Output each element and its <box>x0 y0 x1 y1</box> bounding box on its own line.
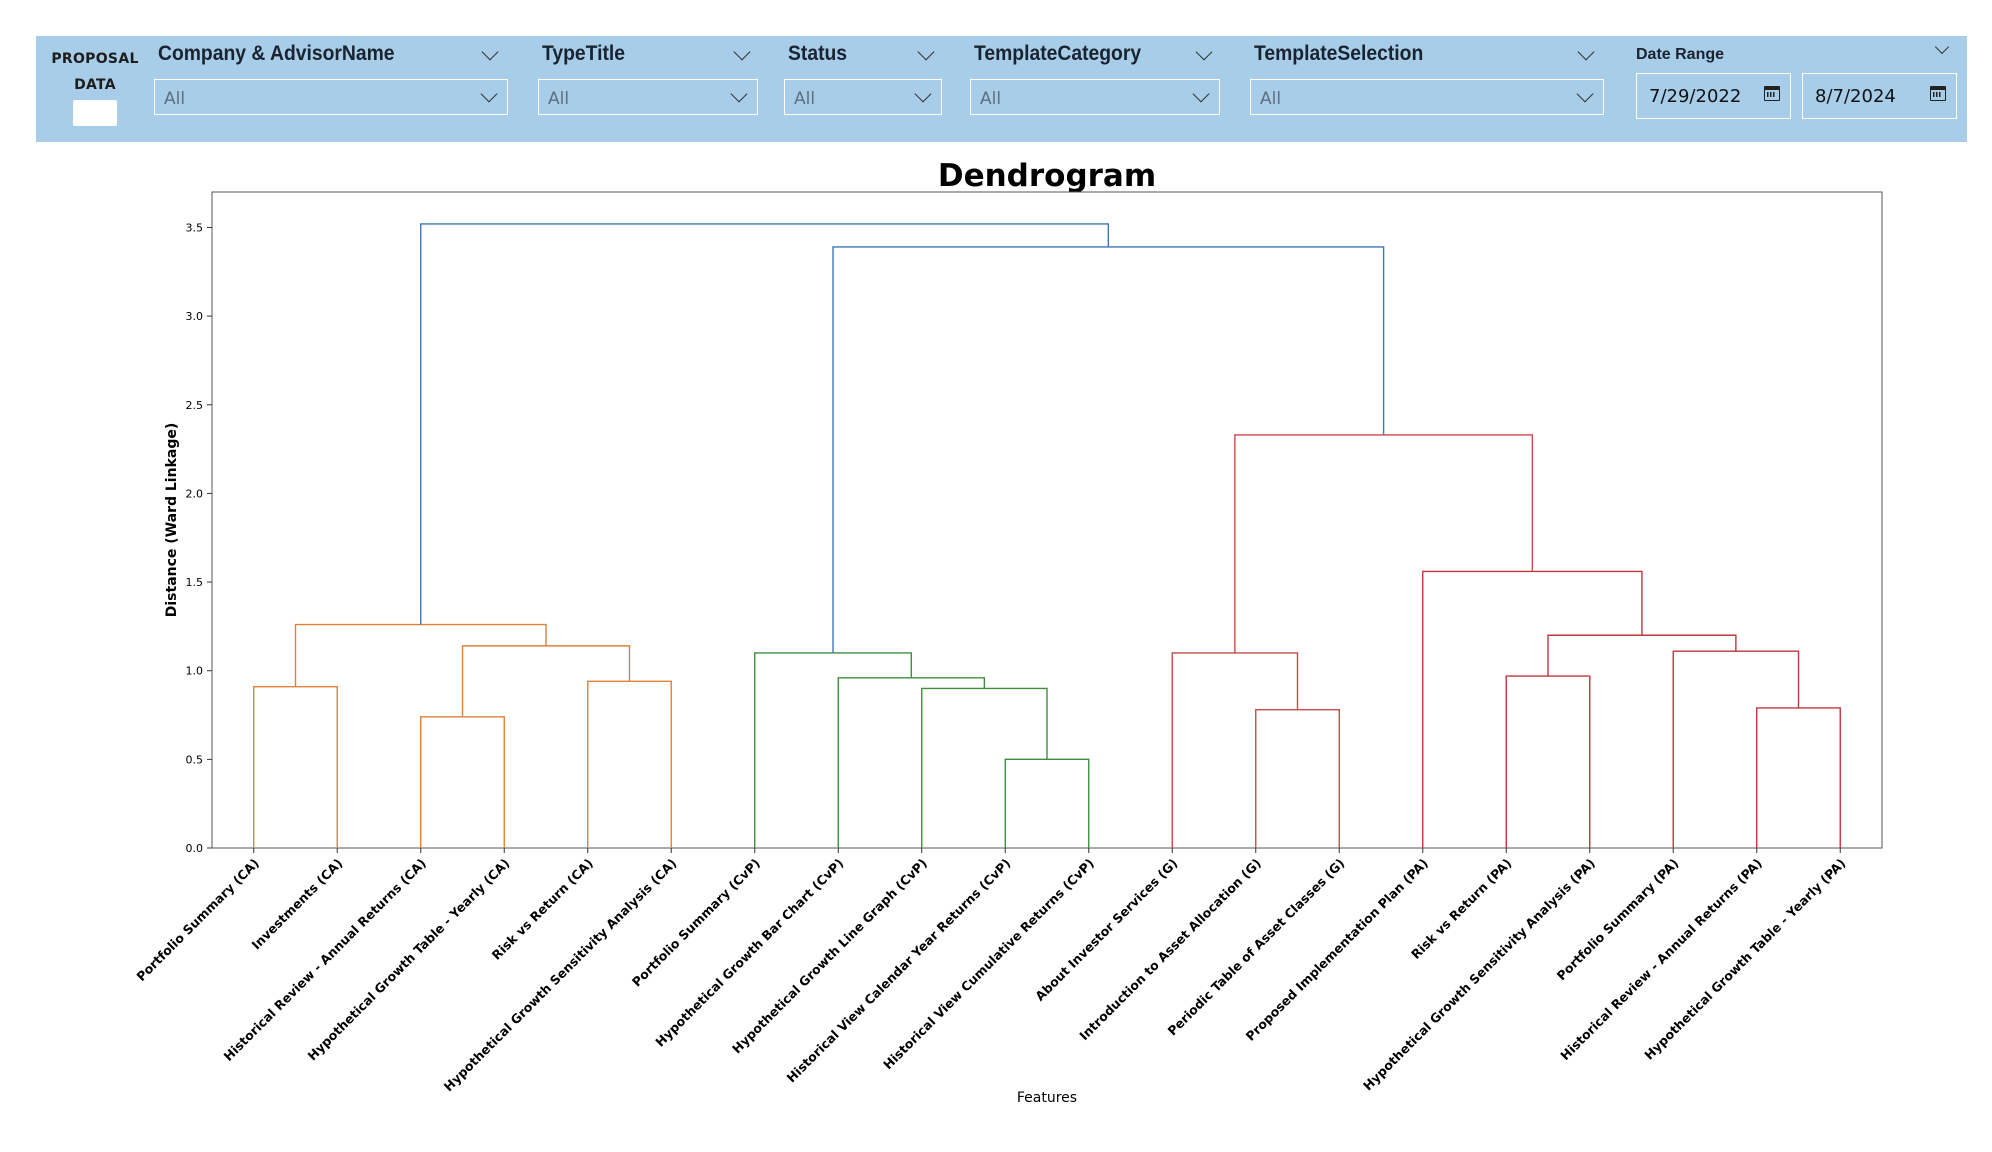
company-advisor-dropdown[interactable]: All <box>154 79 508 115</box>
x-axis-label: Features <box>1017 1090 1077 1106</box>
slicer-status: Status All <box>784 36 942 142</box>
leaf-label: Hypothetical Growth Line Graph (CvP) <box>729 856 930 1057</box>
dendrogram-link <box>1505 675 1591 848</box>
x-axis: Portfolio Summary (CA)Investments (CA)Hi… <box>133 848 1848 1094</box>
date-range-label: Date Range <box>1636 46 1725 63</box>
date-start-input[interactable]: 7/29/2022 <box>1636 73 1791 119</box>
dropdown-value: All <box>164 89 186 109</box>
template-selection-dropdown[interactable]: All <box>1250 79 1604 115</box>
dendrogram-link <box>253 685 338 848</box>
data-label: DATA <box>74 77 116 93</box>
chevron-down-icon <box>914 85 932 103</box>
dendrogram-links <box>253 223 1841 848</box>
slicer-type-title: TypeTitle All <box>538 36 758 142</box>
chart-title: Dendrogram <box>938 158 1156 194</box>
chevron-down-icon[interactable] <box>733 43 751 61</box>
dendrogram-link <box>832 246 1385 653</box>
dendrogram-chart: Dendrogram 0.0 0.5 1.0 1.5 2.0 2.5 3.0 3.5 Port… <box>133 158 1883 1106</box>
y-tick-label: 3.5 <box>186 221 204 234</box>
dendrogram-link <box>921 687 1048 848</box>
chevron-down-icon <box>480 85 498 103</box>
chevron-down-icon <box>730 85 748 103</box>
slicer-title-status: Status <box>788 42 848 65</box>
y-tick-label: 1.5 <box>186 576 204 589</box>
slicer-title-template-selection: TemplateSelection <box>1254 42 1424 65</box>
dendrogram-link <box>1004 758 1090 848</box>
slicer-title-type-title: TypeTitle <box>542 42 626 65</box>
y-tick-label: 3.0 <box>186 310 204 323</box>
slicer-title-company-advisor: Company & AdvisorName <box>158 42 395 65</box>
proposal-data-block: PROPOSAL DATA <box>45 50 145 126</box>
type-title-dropdown[interactable]: All <box>538 79 758 115</box>
dendrogram-link <box>1234 434 1534 653</box>
y-tick-label: 2.0 <box>186 487 204 500</box>
chevron-down-icon <box>1576 85 1594 103</box>
dendrogram-link <box>1422 570 1643 848</box>
leaf-label: About Investor Services (G) <box>1032 856 1180 1004</box>
leaf-label: Proposed Implementation Plan (PA) <box>1243 856 1431 1044</box>
dropdown-value: All <box>794 89 816 109</box>
proposal-data-card[interactable] <box>73 100 117 126</box>
chevron-down-icon[interactable] <box>1934 39 1950 55</box>
plot-frame <box>211 191 1883 849</box>
dendrogram-link <box>754 652 913 848</box>
template-category-dropdown[interactable]: All <box>970 79 1220 115</box>
status-dropdown[interactable]: All <box>784 79 942 115</box>
slicer-company-advisor: Company & AdvisorName All <box>154 36 508 142</box>
leaf-label: Hypothetical Growth Table - Yearly (CA) <box>304 856 512 1064</box>
dendrogram-link <box>1547 634 1737 677</box>
dendrogram-link <box>294 623 547 687</box>
leaf-label: Hypothetical Growth Table - Yearly (PA) <box>1641 856 1848 1063</box>
chevron-down-icon[interactable] <box>1195 43 1213 61</box>
dendrogram-link <box>1255 709 1340 848</box>
slicer-template-category: TemplateCategory All <box>970 36 1220 142</box>
leaf-label: Introduction to Asset Allocation (G) <box>1076 856 1264 1044</box>
calendar-icon[interactable] <box>1930 86 1946 101</box>
y-axis-label: Distance (Ward Linkage) <box>164 423 180 617</box>
y-tick-label: 1.0 <box>186 665 204 678</box>
y-tick-label: 0.5 <box>186 753 204 766</box>
dendrogram-link <box>420 223 1110 625</box>
dropdown-value: All <box>548 89 570 109</box>
proposal-label: PROPOSAL <box>51 51 139 67</box>
date-start-value: 7/29/2022 <box>1649 86 1742 107</box>
date-end-value: 8/7/2024 <box>1815 86 1896 107</box>
chevron-down-icon[interactable] <box>481 43 499 61</box>
dropdown-value: All <box>980 89 1002 109</box>
dendrogram-link <box>1756 707 1841 848</box>
dendrogram-link <box>587 680 672 848</box>
slicer-template-selection: TemplateSelection All <box>1250 36 1604 142</box>
dendrogram-link <box>420 716 505 848</box>
dropdown-value: All <box>1260 89 1282 109</box>
leaf-label: Hypothetical Growth Bar Chart (CvP) <box>652 856 846 1050</box>
calendar-icon[interactable] <box>1764 86 1780 101</box>
chevron-down-icon <box>1192 85 1210 103</box>
chevron-down-icon[interactable] <box>917 43 935 61</box>
dendrogram-link <box>1171 652 1299 848</box>
dendrogram-link <box>1672 650 1800 848</box>
y-tick-label: 0.0 <box>186 842 204 855</box>
leaf-label: Investments (CA) <box>248 856 345 953</box>
slicer-title-template-category: TemplateCategory <box>974 42 1142 65</box>
y-tick-label: 2.5 <box>186 399 204 412</box>
date-end-input[interactable]: 8/7/2024 <box>1802 73 1957 119</box>
y-axis: 0.0 0.5 1.0 1.5 2.0 2.5 3.0 3.5 <box>186 221 212 855</box>
dendrogram-link <box>837 677 986 848</box>
leaf-label: Periodic Table of Asset Classes (G) <box>1165 856 1348 1039</box>
chevron-down-icon[interactable] <box>1577 43 1595 61</box>
filter-bar: PROPOSAL DATA Company & AdvisorName All … <box>36 36 1967 142</box>
leaf-label: Portfolio Summary (CA) <box>133 856 262 985</box>
